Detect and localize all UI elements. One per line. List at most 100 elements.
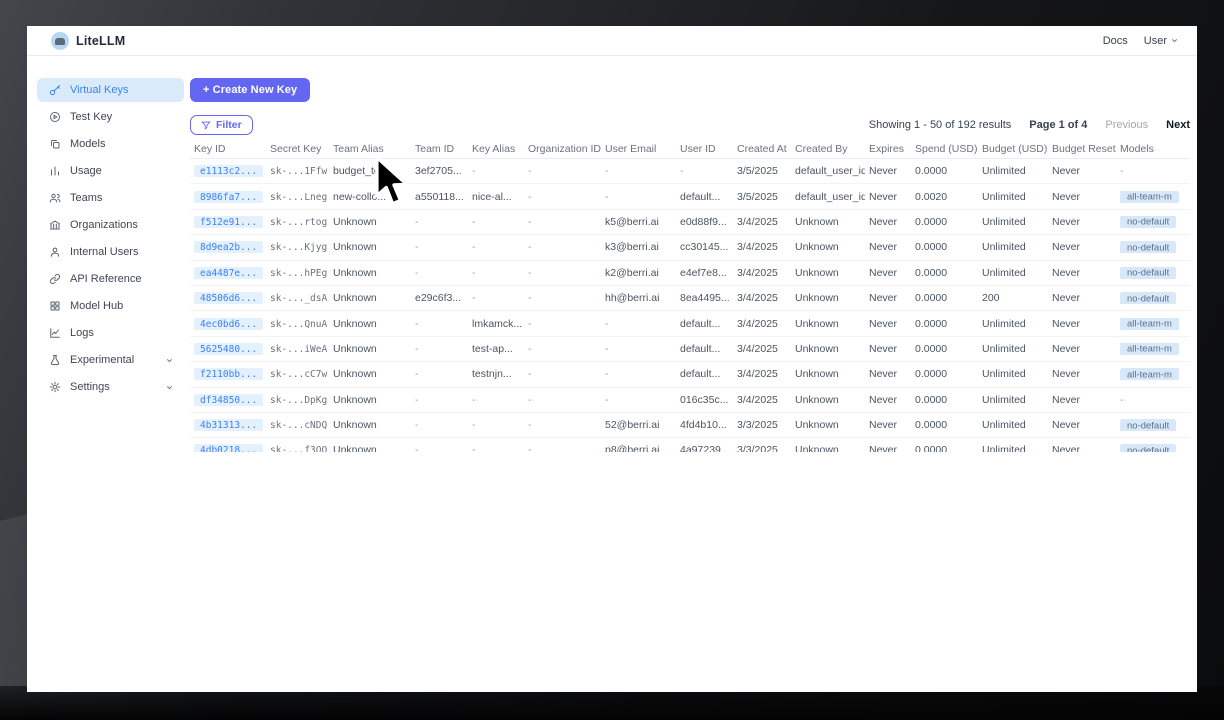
cell-budget_reset: Never bbox=[1052, 165, 1081, 178]
sidebar-item-organizations[interactable]: Organizations bbox=[37, 213, 184, 237]
cell-key_id[interactable]: 8d9ea2b... bbox=[190, 241, 266, 254]
table-row[interactable]: 48506d6... sk-..._dsA Unknown e29c6f3... - - h… bbox=[190, 286, 1190, 312]
key-id-chip[interactable]: 4b31313... bbox=[194, 419, 264, 432]
table-row[interactable]: f2110bb... sk-...cC7w Unknown - testnjn... - -… bbox=[190, 362, 1190, 388]
sidebar-item-label: Settings bbox=[70, 381, 110, 393]
cell-key_id[interactable]: f512e91... bbox=[190, 215, 266, 228]
cell-team_alias: Unknown bbox=[333, 419, 377, 432]
models-badge: no-default bbox=[1120, 419, 1177, 432]
table-row[interactable]: e1113c2... sk-...1Ffw budget_te... 3ef2705.… bbox=[190, 159, 1190, 185]
table-row[interactable]: df34850... sk-...DpKg Unknown - - - - 016c35c..… bbox=[190, 388, 1190, 413]
key-id-chip[interactable]: ea4487e... bbox=[194, 266, 264, 279]
users-icon bbox=[49, 193, 61, 203]
sidebar-item-settings[interactable]: Settings bbox=[37, 375, 184, 399]
table-row[interactable]: 5625480... sk-...iWeA Unknown - test-ap... - -… bbox=[190, 337, 1190, 363]
cell-user_email: k5@berri.ai bbox=[605, 215, 659, 228]
cell-key_id[interactable]: df34850... bbox=[190, 393, 266, 406]
cell-budget: Unlimited bbox=[982, 317, 1026, 330]
table-row[interactable]: 4db0218... sk-...f3OO Unknown - - - p8@berri.a… bbox=[190, 438, 1190, 452]
flask-icon bbox=[50, 355, 60, 365]
cell-spend: 0.0000 bbox=[915, 342, 948, 355]
cell-secret_key: sk-...cC7w bbox=[270, 369, 328, 381]
sidebar-item-logs[interactable]: Logs bbox=[37, 321, 184, 345]
create-new-key-button[interactable]: + Create New Key bbox=[190, 78, 311, 102]
key-id-chip[interactable]: 8d9ea2b... bbox=[194, 241, 264, 254]
cell-secret_key: sk-..._dsA bbox=[270, 293, 328, 305]
models-badge: no-default bbox=[1120, 292, 1177, 305]
brand: LiteLLM bbox=[51, 31, 126, 50]
cell-budget_reset: Never bbox=[1052, 241, 1081, 254]
cell-key_id[interactable]: 5625480... bbox=[190, 342, 266, 355]
virtual-keys-table[interactable]: Key ID Secret Key Team Alias Team ID Key Ali… bbox=[190, 140, 1190, 452]
cell-key_id[interactable]: e1113c2... bbox=[190, 165, 266, 178]
cell-created_at: 3/4/2025 bbox=[737, 215, 778, 228]
key-id-chip[interactable]: f2110bb... bbox=[194, 368, 264, 381]
cell-key_alias: lmkamck... bbox=[472, 317, 523, 330]
cell-budget: Unlimited bbox=[982, 165, 1026, 178]
cell-expires: Never bbox=[869, 241, 898, 254]
cell-key_id[interactable]: ea4487e... bbox=[190, 266, 266, 279]
table-row[interactable]: f512e91... sk-...rtog Unknown - - - k5@berri.a… bbox=[190, 210, 1190, 236]
sidebar-item-experimental[interactable]: Experimental bbox=[37, 348, 184, 372]
cell-team_id: - bbox=[415, 215, 419, 228]
key-id-chip[interactable]: f512e91... bbox=[194, 215, 264, 228]
cell-key_id[interactable]: 4db0218... bbox=[190, 444, 266, 452]
cell-key_id[interactable]: 48506d6... bbox=[190, 292, 266, 305]
sidebar-item-test-key[interactable]: Test Key bbox=[37, 105, 184, 129]
key-id-chip[interactable]: 4ec0bd6... bbox=[194, 317, 264, 330]
cell-user_email: - bbox=[605, 317, 609, 330]
cell-key_alias: - bbox=[472, 419, 476, 432]
docs-link[interactable]: Docs bbox=[1102, 34, 1128, 47]
cell-expires: Never bbox=[869, 292, 898, 305]
key-id-chip[interactable]: 5625480... bbox=[194, 342, 264, 355]
cell-team_id: 3ef2705... bbox=[415, 165, 462, 178]
cell-budget: Unlimited bbox=[982, 215, 1026, 228]
table-row[interactable]: 4ec0bd6... sk-...QnuA Unknown - lmkamck... - -… bbox=[190, 311, 1190, 337]
key-id-chip[interactable]: 8986fa7... bbox=[194, 190, 264, 203]
cell-spend: 0.0000 bbox=[915, 368, 948, 381]
key-id-chip[interactable]: 4db0218... bbox=[194, 444, 264, 452]
cell-spend: 0.0000 bbox=[915, 393, 948, 406]
table-row[interactable]: 8d9ea2b... sk-...Kjyg Unknown - - - k3@berri.a… bbox=[190, 235, 1190, 261]
sidebar-item-model-hub[interactable]: Model Hub bbox=[37, 294, 184, 318]
app-window: LiteLLM Docs User Virtual Keys Test Key Mo… bbox=[27, 26, 1197, 692]
cell-created_at: 3/5/2025 bbox=[737, 165, 778, 178]
cell-spend: 0.0000 bbox=[915, 241, 948, 254]
sidebar-item-teams[interactable]: Teams bbox=[37, 186, 184, 210]
key-id-chip[interactable]: df34850... bbox=[194, 393, 264, 406]
cell-key_id[interactable]: 4b31313... bbox=[190, 419, 266, 432]
cell-team_alias: Unknown bbox=[333, 317, 377, 330]
brand-name: LiteLLM bbox=[76, 33, 126, 48]
cell-key_id[interactable]: 4ec0bd6... bbox=[190, 317, 266, 330]
sidebar-item-usage[interactable]: Usage bbox=[37, 159, 184, 183]
cell-organization_id: - bbox=[528, 342, 532, 355]
cell-models: no-default bbox=[1116, 419, 1190, 432]
cell-key_id[interactable]: 8986fa7... bbox=[190, 190, 266, 203]
next-page-button[interactable]: Next bbox=[1166, 119, 1190, 131]
top-navigation-bar: LiteLLM Docs User bbox=[27, 26, 1197, 56]
user-menu-label: User bbox=[1143, 34, 1167, 47]
key-id-chip[interactable]: e1113c2... bbox=[194, 165, 264, 178]
cell-key_alias: - bbox=[472, 266, 476, 279]
key-id-chip[interactable]: 48506d6... bbox=[194, 292, 264, 305]
cell-team_id: - bbox=[415, 444, 419, 452]
cell-organization_id: - bbox=[528, 419, 532, 432]
table-row[interactable]: 8986fa7... sk-...Lneg new-collo... a550118.… bbox=[190, 184, 1190, 210]
chevron-down-icon bbox=[166, 358, 173, 362]
models-badge: no-default bbox=[1120, 266, 1177, 279]
sidebar-item-virtual-keys[interactable]: Virtual Keys bbox=[37, 78, 184, 102]
cell-key_id[interactable]: f2110bb... bbox=[190, 368, 266, 381]
table-row[interactable]: 4b31313... sk-...cNDQ Unknown - - - 52@berri.a… bbox=[190, 413, 1190, 439]
cell-team_alias: Unknown bbox=[333, 368, 377, 381]
cell-created_at: 3/4/2025 bbox=[737, 241, 778, 254]
table-row[interactable]: ea4487e... sk-...hPEg Unknown - - - k2@berri.a… bbox=[190, 261, 1190, 286]
sidebar-item-models[interactable]: Models bbox=[37, 132, 184, 156]
cell-budget_reset: Never bbox=[1052, 190, 1081, 203]
sidebar-item-api-reference[interactable]: API Reference bbox=[37, 267, 184, 291]
bar-chart-icon bbox=[51, 166, 59, 176]
filter-button[interactable]: Filter bbox=[190, 115, 253, 135]
sidebar-item-internal-users[interactable]: Internal Users bbox=[37, 240, 184, 264]
user-menu[interactable]: User bbox=[1144, 35, 1179, 47]
cell-models: no-default bbox=[1116, 292, 1190, 305]
previous-page-button[interactable]: Previous bbox=[1105, 119, 1149, 131]
